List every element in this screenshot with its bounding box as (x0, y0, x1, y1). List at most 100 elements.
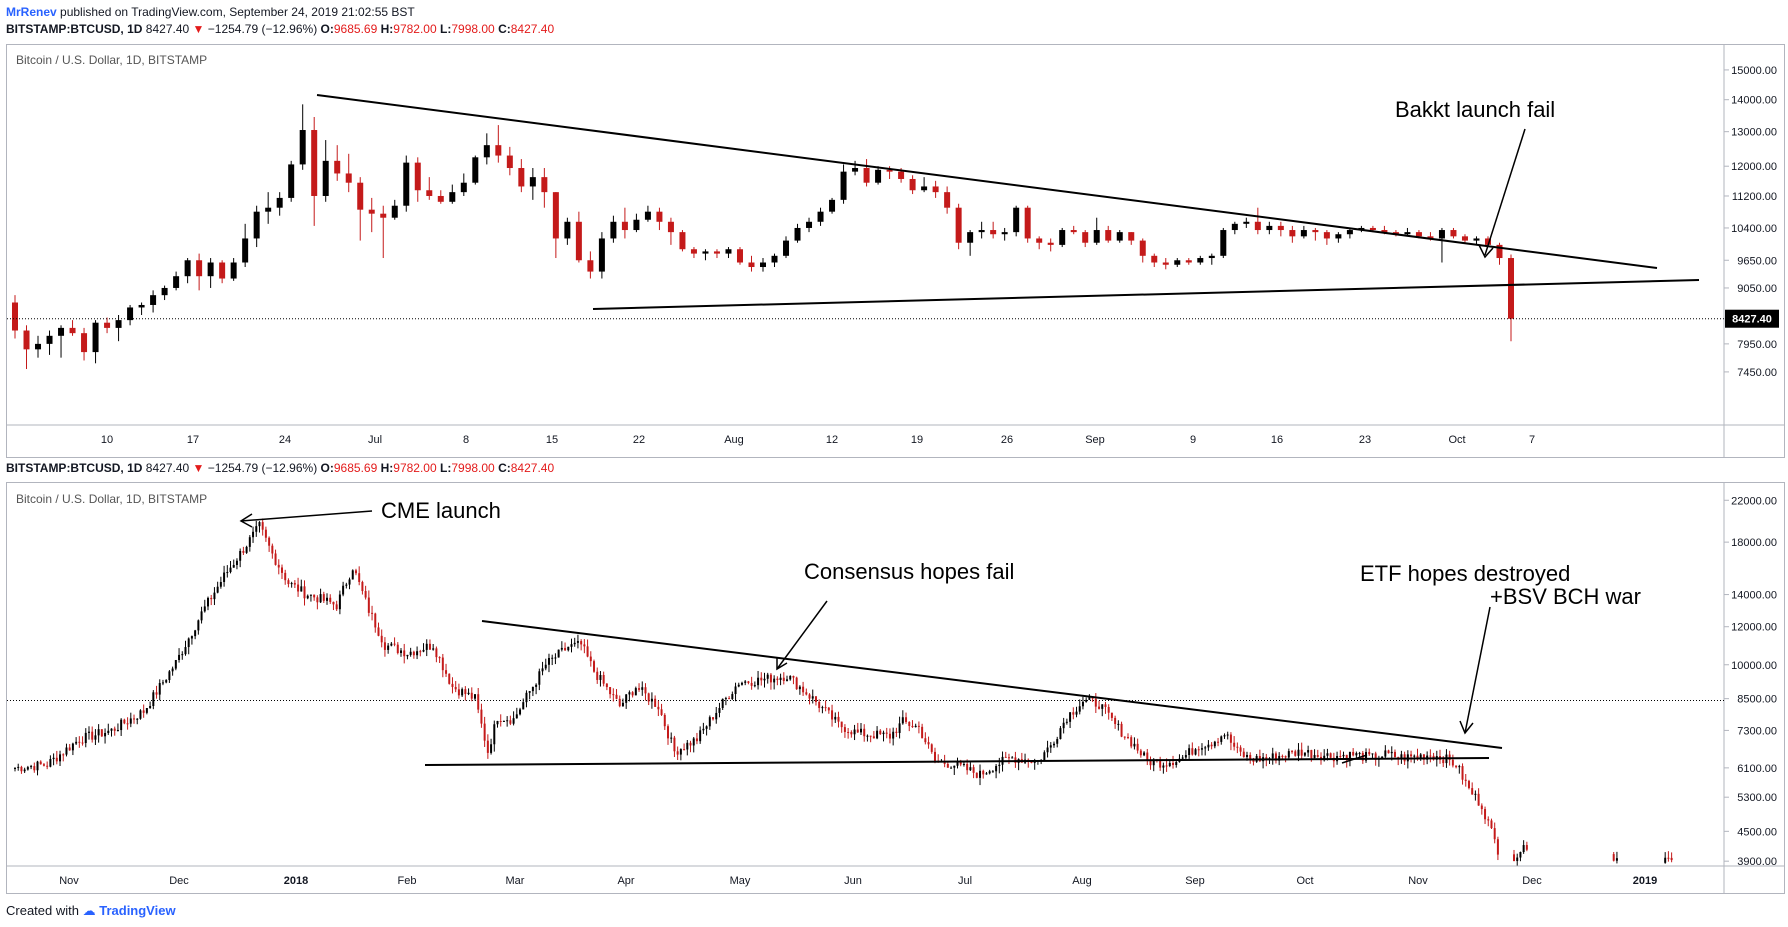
candle (223, 565, 226, 587)
candle (396, 642, 399, 655)
candle (892, 727, 895, 746)
candle-body (512, 718, 515, 724)
candle-body (104, 732, 107, 737)
candle-body (84, 732, 87, 744)
low-label: L: (440, 461, 452, 475)
bottom-chart-panel[interactable]: Bitcoin / U.S. Dollar, 1D, BITSTAMP 2200… (6, 482, 1785, 894)
candle (107, 723, 110, 735)
candle (354, 568, 357, 576)
price-tick: 22000.00 (1731, 495, 1777, 507)
candle (1059, 227, 1066, 248)
candle-body (396, 644, 399, 654)
candle-body (287, 580, 290, 585)
candle-body (100, 729, 103, 737)
candle (1432, 752, 1435, 761)
candle-body (663, 714, 666, 727)
candle (426, 177, 433, 200)
price-axis[interactable]: 15000.00 14000.00 13000.00 12000.00 11200.00… (1724, 65, 1777, 379)
price-axis[interactable]: 22000.00 18000.00 14000.00 12000.00 10000.00… (1724, 495, 1777, 868)
time-axis[interactable]: Nov Dec 2018 Feb Mar Apr May Jun Jul Aug Sep Oct Nov… (59, 875, 1657, 887)
candle-body (713, 251, 720, 254)
candle (1612, 851, 1615, 862)
candle-body (1271, 753, 1274, 759)
candle (908, 721, 911, 732)
candle (656, 207, 663, 231)
candle-body (1093, 230, 1100, 243)
down-arrow-icon: ▼ (192, 461, 205, 475)
candle-body (1181, 757, 1184, 759)
candle (593, 659, 596, 673)
candle (1065, 718, 1068, 725)
candle-body (288, 164, 295, 198)
candle (1146, 748, 1149, 766)
candle-body (975, 772, 978, 778)
candle-body (403, 650, 406, 657)
candle (506, 146, 513, 176)
candle (834, 712, 837, 724)
candle-body (87, 731, 90, 733)
candle (1274, 751, 1277, 764)
candle (483, 133, 490, 165)
candle-body (1220, 736, 1223, 742)
price-tick: 14000.00 (1731, 590, 1777, 602)
candle-body (127, 307, 134, 321)
candle-body (187, 638, 190, 648)
top-candlestick-chart[interactable]: Bitcoin / U.S. Dollar, 1D, BITSTAMP 1500… (7, 45, 1784, 457)
tradingview-logo-icon[interactable]: ☁ (82, 903, 96, 918)
bottom-candlestick-chart[interactable]: Bitcoin / U.S. Dollar, 1D, BITSTAMP 2200… (7, 483, 1784, 893)
candle-body (979, 770, 982, 778)
candle (1197, 746, 1200, 757)
candle-body (173, 276, 180, 288)
candle (747, 680, 750, 685)
candle (1387, 749, 1390, 754)
candle-body (1116, 232, 1123, 241)
candle-body (544, 664, 547, 669)
time-tick: Feb (398, 875, 417, 887)
candle-body (1139, 240, 1146, 256)
candle (1335, 232, 1342, 243)
candle (737, 682, 740, 688)
candle (1313, 749, 1316, 759)
candle-body (309, 594, 312, 596)
candle-body (1281, 755, 1284, 757)
candle-body (470, 692, 473, 699)
candle-body (506, 720, 509, 722)
candle (564, 642, 567, 651)
candle-body (522, 702, 525, 710)
candle-body (1352, 751, 1355, 756)
candle-body (529, 177, 536, 187)
candle (621, 207, 628, 239)
candle-body (757, 677, 760, 686)
author-link[interactable]: MrRenev (6, 5, 57, 19)
candle-body (1220, 230, 1227, 256)
candle (1615, 851, 1618, 864)
candle (1185, 258, 1192, 265)
candle-body (1284, 756, 1287, 758)
candle (888, 728, 891, 744)
candle-body (519, 709, 522, 715)
candle (409, 647, 412, 657)
price-tick: 12000.00 (1731, 622, 1777, 634)
candle (235, 558, 238, 570)
candle-body (412, 651, 415, 656)
candle (1047, 238, 1054, 252)
candle (847, 728, 850, 739)
candle (909, 175, 916, 195)
candle-body (644, 687, 647, 694)
candle-body (654, 698, 657, 707)
candle-body (818, 702, 821, 709)
candle-body (689, 742, 692, 746)
time-tick: Sep (1085, 434, 1105, 446)
top-chart-panel[interactable]: Bitcoin / U.S. Dollar, 1D, BITSTAMP 1500… (6, 44, 1785, 458)
tradingview-brand[interactable]: TradingView (99, 903, 176, 918)
candle-body (92, 322, 99, 353)
candle (322, 591, 325, 603)
candle (483, 716, 486, 747)
candle (207, 258, 214, 288)
candle-body (795, 677, 798, 690)
candle (184, 640, 187, 656)
candle-body (142, 710, 145, 713)
time-axis[interactable]: 10 17 24 Jul 8 15 22 Aug 12 19 26 Sep 9 16 23 Oct 7 (101, 434, 1535, 446)
candle (1342, 751, 1345, 760)
candle (490, 738, 493, 755)
